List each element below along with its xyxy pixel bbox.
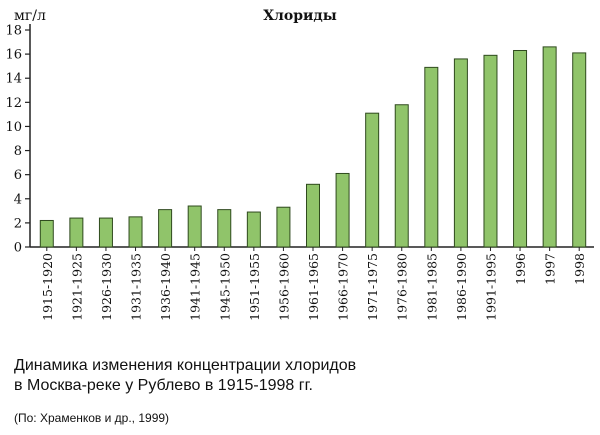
x-tick-label: 1936-1940 <box>158 253 173 321</box>
figure-caption: Динамика изменения концентрации хлоридов… <box>14 356 356 396</box>
x-tick-label: 1941-1945 <box>188 253 203 321</box>
x-tick-label: 1931-1935 <box>129 253 144 321</box>
bar <box>217 209 232 248</box>
y-tick-label: 2 <box>14 216 22 231</box>
bar-chart: 0 2 4 6 8 10 12 14 16 18 1915-1920 1921-1925 1926-1… <box>5 8 594 321</box>
bar <box>39 219 54 248</box>
y-tick-label: 16 <box>5 48 22 63</box>
bar <box>335 172 350 248</box>
chart-title: Хлориды <box>263 8 337 24</box>
bar <box>246 211 261 248</box>
bar <box>187 205 202 248</box>
bar <box>483 54 498 248</box>
bar <box>513 49 528 248</box>
bar <box>365 112 380 248</box>
source-note: (По: Храменков и др., 1999) <box>14 411 170 425</box>
bar <box>158 209 173 248</box>
x-tick-label: 1956-1960 <box>276 253 291 321</box>
bar <box>453 58 468 248</box>
x-axis-labels: 1915-1920 1921-1925 1926-1930 1931-1935 1936… <box>40 247 587 321</box>
bar <box>306 183 320 248</box>
x-tick-label: 1976-1980 <box>395 253 410 321</box>
bar <box>394 104 409 248</box>
caption-line-2: в Москва-реке у Рублево в 1915-1998 гг. <box>14 377 313 394</box>
x-tick-label: 1996 <box>513 253 528 285</box>
bar <box>69 217 84 248</box>
bar <box>98 217 113 248</box>
y-tick-label: 6 <box>14 168 22 183</box>
bar <box>128 216 143 248</box>
x-tick-label: 1998 <box>572 253 587 285</box>
caption-line-1: Динамика изменения концентрации хлоридов <box>14 357 357 374</box>
x-tick-label: 1971-1975 <box>365 253 380 321</box>
bar <box>542 46 557 248</box>
x-tick-label: 1926-1930 <box>99 253 114 321</box>
x-tick-label: 1981-1985 <box>424 253 439 321</box>
x-tick-label: 1961-1965 <box>306 253 321 321</box>
y-axis-label: мг/л <box>14 8 46 24</box>
x-tick-label: 1997 <box>543 253 558 285</box>
x-tick-label: 1966-1970 <box>336 253 351 321</box>
x-tick-label: 1986-1990 <box>454 253 469 321</box>
bar <box>424 66 439 248</box>
y-tick-label: 8 <box>14 144 22 159</box>
bar <box>276 206 291 248</box>
y-tick-label: 0 <box>14 241 22 256</box>
x-tick-label: 1991-1995 <box>483 253 498 321</box>
bars <box>39 46 587 248</box>
x-tick-label: 1945-1950 <box>217 253 232 321</box>
x-tick-label: 1951-1955 <box>247 253 262 321</box>
y-tick-label: 10 <box>5 120 22 135</box>
y-tick-label: 4 <box>14 192 22 207</box>
y-tick-label: 18 <box>5 24 22 39</box>
y-axis: 0 2 4 6 8 10 12 14 16 18 <box>5 24 594 256</box>
bar <box>572 52 587 248</box>
y-tick-label: 14 <box>5 72 22 87</box>
x-tick-label: 1921-1925 <box>69 253 84 321</box>
y-tick-label: 12 <box>5 96 22 111</box>
x-tick-label: 1915-1920 <box>40 253 55 321</box>
